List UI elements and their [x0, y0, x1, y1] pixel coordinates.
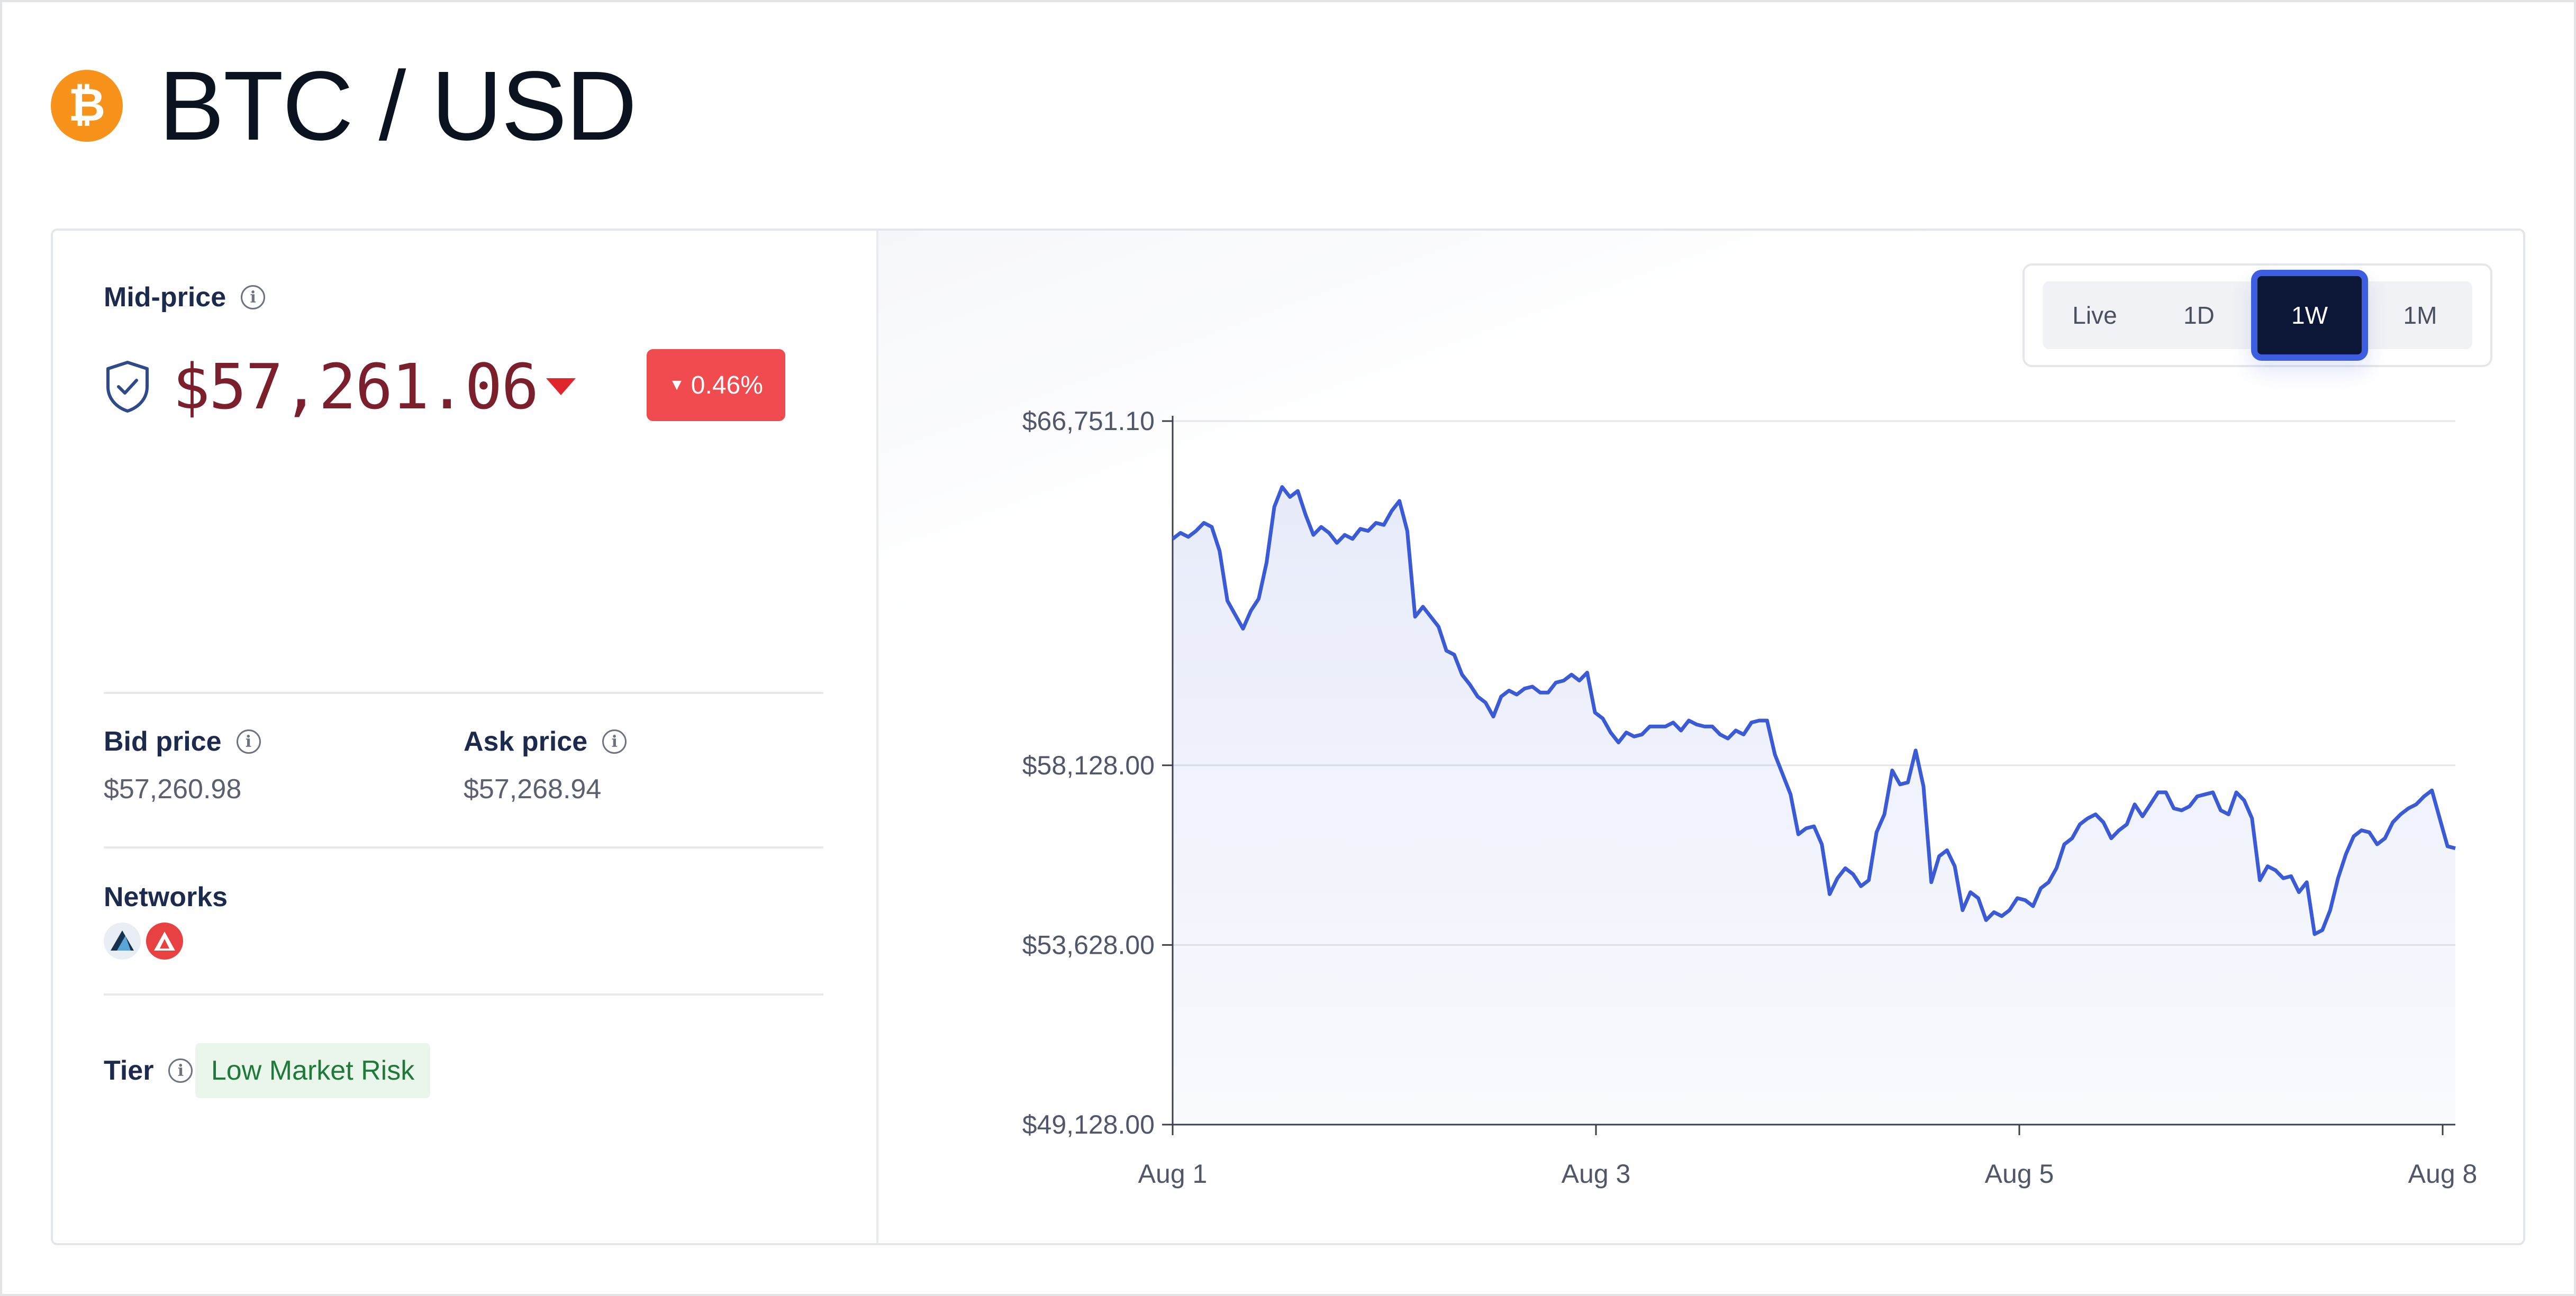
- tier-block: Tier i Low Market Risk: [104, 1027, 431, 1098]
- caret-down-icon: ▼: [669, 376, 685, 394]
- info-icon[interactable]: i: [241, 285, 266, 309]
- price-details-panel: Mid-price i $57,261.06 ▼ 0.46% Bid price…: [53, 231, 876, 1243]
- y-tick-label: $66,751.10: [1022, 406, 1155, 436]
- divider: [104, 993, 823, 996]
- time-range-selector: Live 1D 1W 1M: [2022, 263, 2492, 367]
- tier-label: Tier: [104, 1055, 154, 1086]
- shield-check-icon: [106, 361, 149, 413]
- svg-text:₿: ₿: [68, 80, 105, 131]
- bid-block: Bid price i $57,260.98: [104, 726, 261, 805]
- x-tick-label: Aug 1: [1138, 1159, 1208, 1189]
- x-tick-label: Aug 5: [1985, 1159, 2054, 1189]
- info-icon[interactable]: i: [236, 729, 261, 754]
- info-icon[interactable]: i: [168, 1058, 193, 1083]
- chart-panel: $66,751.10 $58,128.00 $53,628.00 $49,128.00…: [878, 231, 2523, 1243]
- panel-divider: [876, 231, 878, 1243]
- change-percent: 0.46%: [691, 371, 763, 399]
- price-card: Mid-price i $57,261.06 ▼ 0.46% Bid price…: [51, 229, 2525, 1245]
- range-tab-1d[interactable]: 1D: [2183, 302, 2215, 329]
- bid-price-value: $57,260.98: [104, 774, 242, 805]
- mid-price-value: $57,261.06: [173, 350, 539, 423]
- ask-price-value: $57,268.94: [464, 774, 602, 805]
- price-chart: $66,751.10 $58,128.00 $53,628.00 $49,128.00…: [1022, 406, 2478, 1189]
- price-down-arrow-icon: [546, 378, 576, 395]
- price-area-fill: [1173, 487, 2455, 1125]
- ask-price-label: Ask price: [464, 726, 588, 757]
- mid-price-label: Mid-price: [104, 282, 226, 313]
- range-tab-live[interactable]: Live: [2072, 302, 2117, 329]
- info-icon[interactable]: i: [602, 729, 627, 754]
- y-tick-label: $53,628.00: [1022, 930, 1155, 960]
- avalanche-icon[interactable]: [146, 923, 183, 960]
- page-header: ₿ BTC / USD: [51, 51, 637, 161]
- mid-price-label-row: Mid-price i: [104, 281, 266, 313]
- mid-price-row: $57,261.06: [104, 347, 845, 426]
- price-line: [1171, 485, 2456, 936]
- x-tick-label: Aug 3: [1562, 1159, 1631, 1189]
- ask-block: Ask price i $57,268.94: [464, 726, 627, 805]
- networks-label: Networks: [104, 882, 228, 912]
- range-tab-1m[interactable]: 1M: [2403, 302, 2437, 329]
- time-range-tabs: Live 1D 1W 1M: [2043, 270, 2472, 361]
- x-tick-label: Aug 8: [2408, 1159, 2478, 1189]
- divider: [104, 692, 823, 694]
- bid-price-label: Bid price: [104, 726, 222, 757]
- y-tick-label: $49,128.00: [1022, 1110, 1155, 1139]
- change-badge: ▼ 0.46%: [647, 349, 785, 421]
- range-tab-1w[interactable]: 1W: [2251, 270, 2368, 361]
- risk-tier-badge: Low Market Risk: [195, 1043, 431, 1098]
- networks-block: Networks: [104, 881, 228, 960]
- y-tick-label: $58,128.00: [1022, 751, 1155, 780]
- bitcoin-icon: ₿: [51, 70, 123, 142]
- page-title: BTC / USD: [159, 51, 637, 161]
- divider: [104, 846, 823, 848]
- network-1-icon[interactable]: [104, 923, 141, 960]
